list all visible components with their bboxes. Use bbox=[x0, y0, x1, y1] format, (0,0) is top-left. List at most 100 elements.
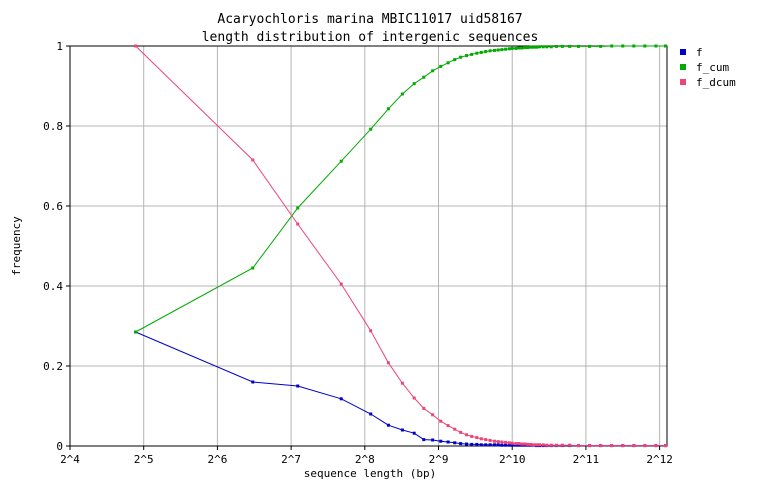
chart-subtitle: length distribution of intergenic sequen… bbox=[202, 30, 539, 45]
legend-label: f_dcum bbox=[696, 76, 736, 89]
data-point-f_dcum bbox=[545, 443, 549, 447]
data-point-f_cum bbox=[643, 44, 647, 48]
data-point-f_dcum bbox=[369, 329, 373, 333]
data-point-f_cum bbox=[535, 45, 539, 49]
y-tick-label: 0 bbox=[56, 440, 63, 453]
x-tick-label: 2^9 bbox=[429, 453, 449, 466]
data-point-f_dcum bbox=[504, 440, 508, 444]
data-point-f bbox=[296, 384, 300, 388]
data-point-f_cum bbox=[488, 49, 492, 53]
plot-frame bbox=[69, 45, 668, 447]
data-point-f bbox=[459, 442, 463, 446]
legend-item-f: f bbox=[680, 46, 703, 59]
legend-label: f_cum bbox=[696, 61, 729, 74]
data-point-f bbox=[470, 442, 474, 446]
data-point-f_cum bbox=[504, 47, 508, 51]
data-point-f_dcum bbox=[496, 440, 500, 444]
data-point-f_dcum bbox=[554, 443, 558, 447]
data-point-f_dcum bbox=[541, 443, 545, 447]
legend-marker bbox=[680, 49, 686, 55]
data-point-f bbox=[496, 443, 500, 447]
data-point-f_dcum bbox=[514, 442, 518, 446]
x-tick-label: 2^11 bbox=[573, 453, 600, 466]
y-tick-label: 0.4 bbox=[43, 280, 63, 293]
data-point-f_dcum bbox=[549, 443, 553, 447]
data-point-f_cum bbox=[496, 48, 500, 52]
data-point-f_cum bbox=[134, 330, 138, 334]
data-point-f_cum bbox=[510, 46, 514, 50]
data-point-f_cum bbox=[479, 50, 483, 54]
data-point-f_dcum bbox=[412, 396, 416, 400]
data-point-f bbox=[514, 443, 518, 447]
data-point-f bbox=[446, 440, 450, 444]
data-point-f_cum bbox=[526, 46, 530, 50]
data-point-f_cum bbox=[507, 47, 511, 51]
data-point-f_dcum bbox=[577, 444, 581, 448]
data-point-f_dcum bbox=[465, 433, 469, 437]
data-point-f_cum bbox=[560, 44, 564, 48]
data-point-f_dcum bbox=[507, 441, 511, 445]
chart-title: Acaryochloris marina MBIC11017 uid58167 bbox=[217, 12, 522, 27]
data-point-f_cum bbox=[577, 44, 581, 48]
data-point-f_cum bbox=[339, 159, 343, 163]
data-point-f_dcum bbox=[500, 440, 504, 444]
data-point-f_cum bbox=[568, 44, 572, 48]
data-point-f_cum bbox=[529, 45, 533, 49]
data-point-f_cum bbox=[465, 54, 469, 58]
data-point-f bbox=[500, 443, 504, 447]
data-point-f_dcum bbox=[422, 406, 426, 410]
data-point-f_dcum bbox=[588, 444, 592, 448]
data-point-f_cum bbox=[459, 55, 463, 59]
data-point-f_cum bbox=[453, 58, 457, 62]
data-point-f_cum bbox=[369, 127, 373, 131]
data-point-f_cum bbox=[549, 45, 553, 49]
data-point-f_dcum bbox=[520, 442, 524, 446]
x-tick-label: 2^7 bbox=[281, 453, 301, 466]
data-point-f_dcum bbox=[560, 443, 564, 447]
x-tick-label: 2^8 bbox=[355, 453, 375, 466]
data-point-f_dcum bbox=[568, 443, 572, 447]
data-point-f_cum bbox=[554, 44, 558, 48]
data-point-f_cum bbox=[493, 48, 497, 52]
grid bbox=[70, 46, 667, 446]
x-axis-label: sequence length (bp) bbox=[304, 467, 436, 480]
y-axis-label: frequency bbox=[10, 216, 23, 276]
data-point-f bbox=[493, 443, 497, 447]
data-point-f_cum bbox=[514, 46, 518, 50]
legend-item-f_dcum: f_dcum bbox=[680, 76, 736, 89]
data-point-f_cum bbox=[484, 50, 488, 54]
data-point-f_cum bbox=[621, 44, 625, 48]
data-point-f_dcum bbox=[475, 436, 479, 440]
data-point-f bbox=[439, 439, 443, 443]
data-point-f_cum bbox=[654, 44, 658, 48]
data-point-f_cum bbox=[386, 107, 390, 111]
data-point-f_cum bbox=[520, 46, 524, 50]
data-point-f bbox=[453, 441, 457, 445]
data-point-f_dcum bbox=[632, 444, 636, 448]
y-tick-label: 1 bbox=[56, 40, 63, 53]
data-point-f_dcum bbox=[134, 44, 138, 48]
data-point-f_dcum bbox=[488, 438, 492, 442]
data-point-f bbox=[386, 423, 390, 427]
data-point-f_cum bbox=[500, 48, 504, 52]
data-point-f_dcum bbox=[339, 282, 343, 286]
data-point-f bbox=[422, 438, 426, 442]
y-tick-label: 0.8 bbox=[43, 120, 63, 133]
data-point-f_dcum bbox=[529, 442, 533, 446]
data-point-f_dcum bbox=[537, 443, 541, 447]
data-point-f bbox=[488, 443, 492, 447]
y-tick-label: 0.2 bbox=[43, 360, 63, 373]
legend-item-f_cum: f_cum bbox=[680, 61, 729, 74]
data-point-f bbox=[475, 442, 479, 446]
data-point-f bbox=[431, 438, 435, 442]
data-point-f_dcum bbox=[654, 444, 658, 448]
legend-marker bbox=[680, 64, 686, 70]
data-point-f_cum bbox=[537, 45, 541, 49]
data-point-f_dcum bbox=[532, 443, 536, 447]
data-point-f_dcum bbox=[446, 424, 450, 428]
x-axis-ticks: 2^4 2^5 2^6 2^7 2^8 2^9 2^10 2^11 2^12 bbox=[60, 446, 673, 466]
data-point-f_cum bbox=[422, 75, 426, 79]
series-layer bbox=[134, 44, 668, 448]
series-f_cum bbox=[134, 44, 668, 334]
